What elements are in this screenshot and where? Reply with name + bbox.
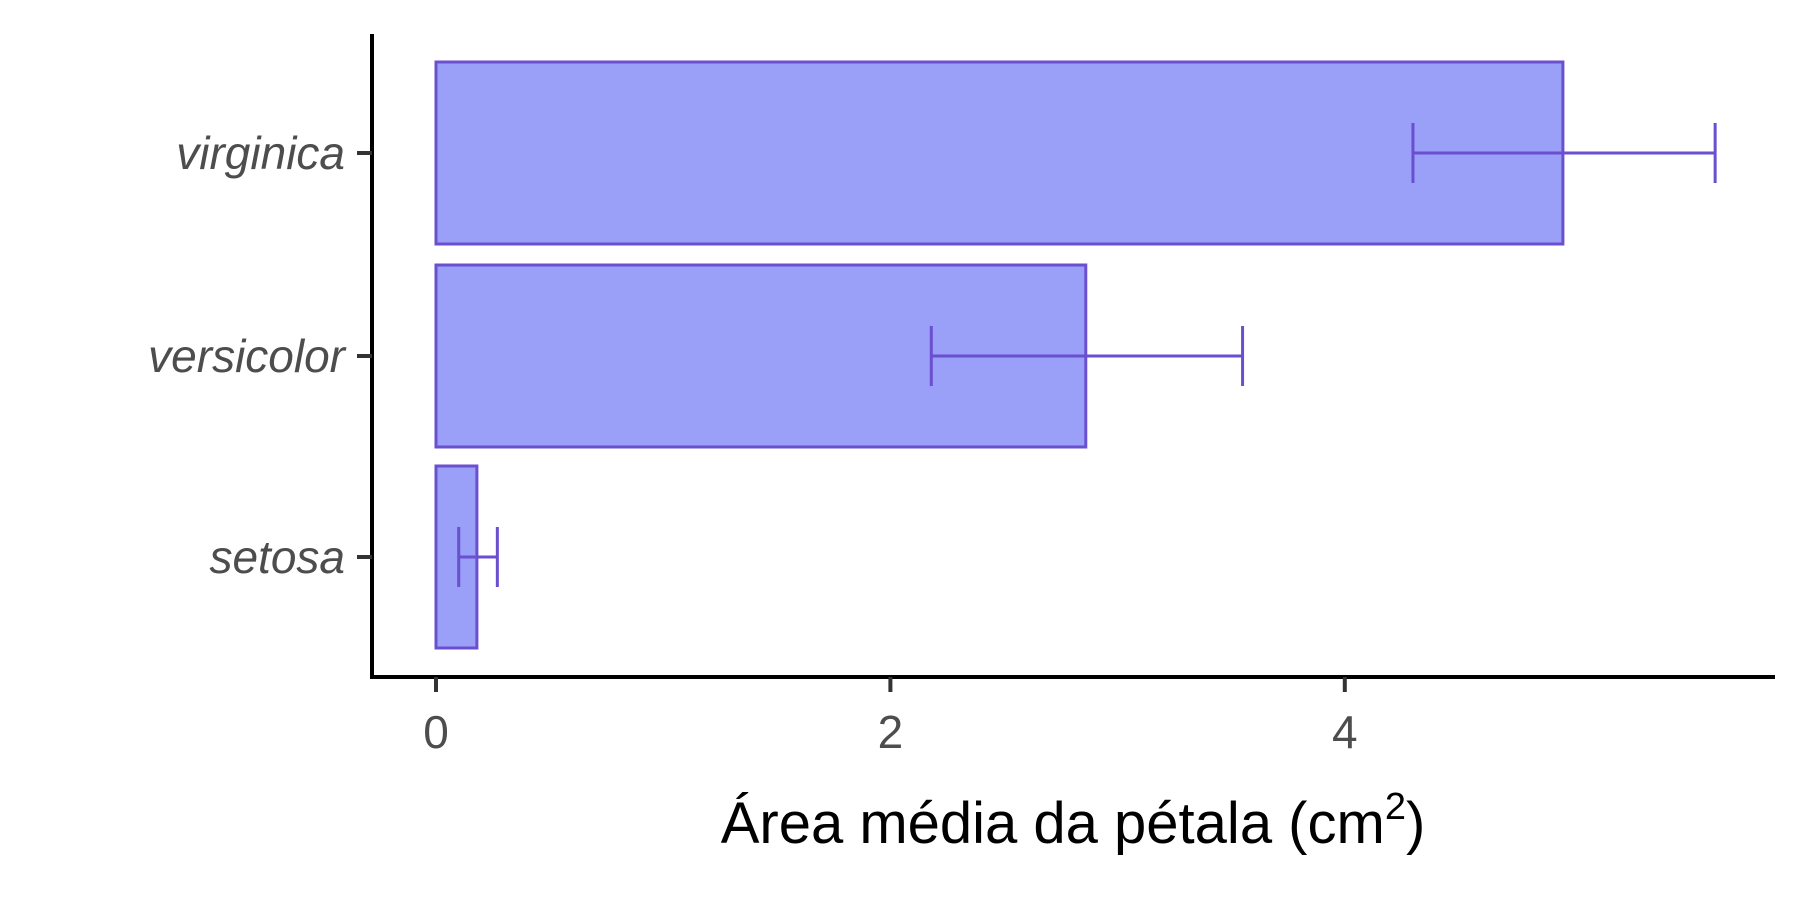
y-tick-label-versicolor: versicolor [148, 330, 347, 382]
x-tick-labels: 0 2 4 [423, 706, 1357, 758]
y-tick-labels: setosa versicolor virginica [148, 127, 347, 583]
bar-virginica [434, 60, 1565, 246]
x-tick-label-2: 2 [878, 706, 904, 758]
y-tick-label-virginica: virginica [176, 127, 345, 179]
axes-group [357, 34, 1775, 692]
x-tick-label-0: 0 [423, 706, 449, 758]
x-axis-title-main: Área média da pétala (cm [721, 791, 1385, 856]
x-axis-title: Área média da pétala (cm2) [721, 786, 1426, 856]
x-axis-title-end: ) [1406, 791, 1425, 856]
bars-group [434, 60, 1565, 650]
errorbars-group [457, 123, 1717, 587]
x-axis-title-superscript: 2 [1385, 786, 1406, 828]
x-tick-label-4: 4 [1332, 706, 1358, 758]
y-tick-label-setosa: setosa [209, 531, 345, 583]
